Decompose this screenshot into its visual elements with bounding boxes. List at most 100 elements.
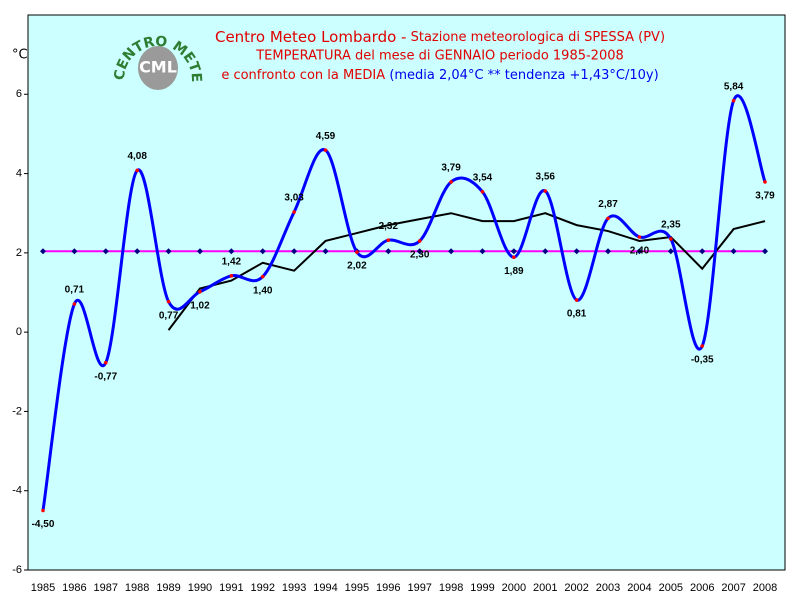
x-tick-label: 1992 (250, 582, 274, 594)
point (228, 248, 235, 255)
point (480, 190, 485, 194)
value-label: -4,50 (32, 519, 55, 530)
point (260, 274, 265, 279)
value-label: 1,42 (222, 256, 242, 267)
x-tick-label: 1991 (219, 582, 243, 594)
value-label: 3,79 (441, 163, 461, 174)
y-tick-label: 0 (16, 326, 22, 338)
point (134, 248, 141, 255)
point (542, 248, 549, 255)
point (135, 168, 139, 173)
x-tick-label: 2004 (627, 582, 651, 594)
point (292, 210, 296, 214)
x-tick-label: 1997 (407, 582, 431, 594)
point (730, 248, 737, 255)
point (103, 360, 108, 365)
x-tick-label: 1994 (313, 582, 337, 594)
point (355, 250, 359, 254)
point (574, 298, 579, 302)
point (416, 248, 423, 255)
x-tick-label: 1985 (31, 582, 55, 594)
value-label: 3,03 (284, 193, 304, 204)
x-tick-label: 1986 (62, 582, 86, 594)
point (479, 248, 486, 255)
y-tick-label: -4 (12, 485, 22, 497)
point (731, 98, 736, 103)
value-label: -0,77 (94, 371, 117, 382)
value-label: 2,02 (347, 261, 367, 272)
x-tick-label: 1999 (470, 582, 494, 594)
y-tick-label: -6 (12, 564, 22, 576)
value-label: 3,56 (536, 172, 556, 183)
point (386, 238, 391, 242)
point (762, 248, 768, 255)
point (322, 248, 329, 255)
point (700, 344, 705, 348)
point (669, 237, 673, 241)
point (72, 302, 77, 306)
y-tick-label: 6 (16, 88, 22, 100)
point (637, 235, 642, 239)
y-tick-label: 2 (16, 247, 22, 259)
value-label: 0,77 (159, 310, 179, 321)
value-label: 2,40 (630, 246, 650, 257)
value-label: 2,35 (661, 220, 681, 231)
annotation: e confronto con la MEDIA (221, 68, 385, 83)
point (40, 248, 46, 255)
value-label: 0,81 (567, 309, 587, 320)
point (166, 299, 171, 304)
value-label: 4,59 (316, 131, 336, 142)
value-label: 2,87 (598, 199, 618, 210)
value-label: 4,08 (127, 151, 147, 162)
x-tick-label: 1987 (94, 582, 118, 594)
point (41, 508, 45, 513)
point (510, 248, 517, 255)
annotation-line: e confronto con la MEDIA (media 2,04°C *… (221, 68, 658, 83)
point (323, 148, 328, 152)
subtitle: TEMPERATURA del mese di GENNAIO periodo … (255, 49, 624, 64)
value-label: 1,40 (253, 285, 273, 296)
point (259, 248, 266, 255)
x-tick-label: 2006 (690, 582, 714, 594)
point (573, 248, 580, 255)
value-label: 0,71 (65, 285, 85, 296)
annotation-stats: (media 2,04°C ** tendenza +1,43°C/10y) (389, 68, 658, 83)
point (636, 248, 643, 255)
point (385, 248, 392, 255)
logo-badge: CML (139, 58, 177, 77)
point (449, 180, 453, 184)
point (699, 248, 706, 255)
value-label: 3,79 (755, 191, 775, 202)
point (102, 248, 109, 255)
value-label: 1,02 (190, 300, 210, 311)
point (198, 289, 202, 294)
x-tick-label: 2002 (564, 582, 588, 594)
chart-title: Centro Meteo Lombardo - Stazione meteoro… (215, 28, 665, 46)
y-axis-label: °C (12, 48, 28, 63)
x-tick-label: 2008 (753, 582, 777, 594)
point (512, 255, 516, 260)
x-tick-label: 1995 (345, 582, 369, 594)
x-tick-label: 2005 (659, 582, 683, 594)
point (667, 248, 674, 255)
title: Centro Meteo Lombardo - (215, 28, 406, 46)
point (417, 239, 422, 243)
point (229, 274, 234, 278)
plot-area (27, 14, 786, 571)
value-label: 2,30 (410, 250, 430, 261)
x-tick-label: 1988 (125, 582, 149, 594)
point (165, 248, 172, 255)
value-label: 1,89 (504, 266, 524, 277)
y-tick-label: 4 (16, 167, 22, 179)
x-tick-label: 2003 (596, 582, 620, 594)
point (291, 248, 298, 255)
x-tick-label: 1989 (156, 582, 180, 594)
point (448, 248, 455, 255)
value-label: 5,84 (724, 81, 744, 92)
y-tick-label: -2 (12, 405, 22, 417)
value-label: 3,54 (473, 172, 493, 183)
value-label: -0,35 (691, 355, 714, 366)
logo-map (138, 46, 178, 90)
x-tick-label: 2007 (721, 582, 745, 594)
